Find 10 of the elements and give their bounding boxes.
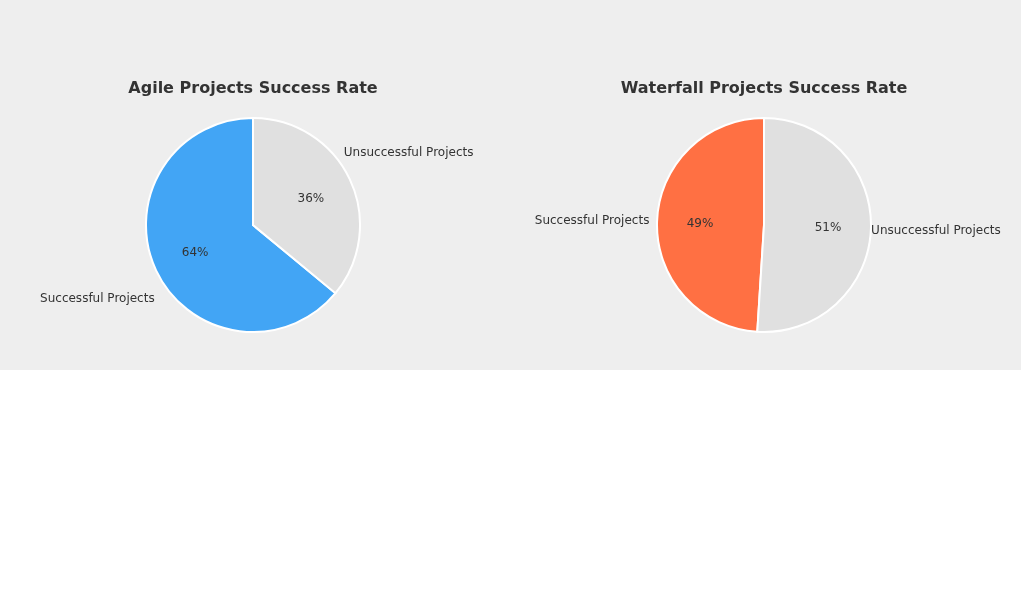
data-label: 64% <box>181 245 209 260</box>
data-label: 36% <box>297 190 325 205</box>
slice-label: Successful Projects <box>534 212 650 227</box>
chart-title: Agile Projects Success Rate <box>128 78 378 97</box>
data-label: 49% <box>686 215 714 230</box>
data-label: 51% <box>814 220 842 235</box>
chart-title: Waterfall Projects Success Rate <box>620 78 908 97</box>
slice-label: Unsuccessful Projects <box>871 223 1001 238</box>
slice-label: Unsuccessful Projects <box>343 144 474 159</box>
slice-label: Successful Projects <box>40 291 155 306</box>
